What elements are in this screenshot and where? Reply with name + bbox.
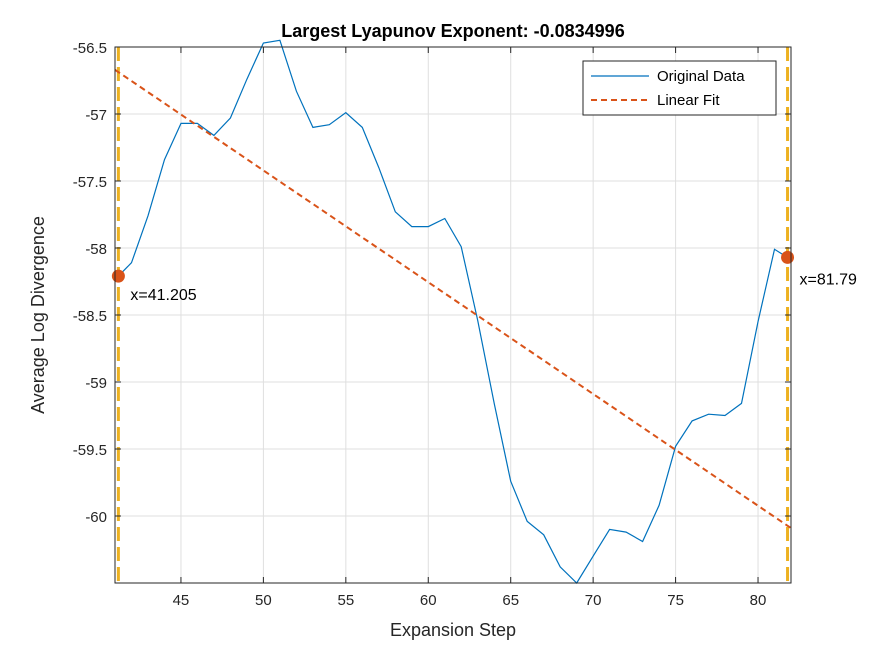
marker-point-left [111, 269, 125, 283]
legend-entry-original-data: Original Data [657, 68, 745, 85]
x-axis-label: Expansion Step [390, 620, 516, 640]
x-tick-label: 75 [667, 592, 684, 609]
legend-entry-linear-fit: Linear Fit [657, 92, 720, 109]
series-layer [114, 39, 792, 584]
ticks-layer: 45 50 55 60 65 70 75 80 -56.5 -57 -57.5 -58 -58.5 -59… [73, 40, 791, 609]
y-axis-label: Average Log Divergence [28, 216, 48, 414]
y-tick-label: -58.5 [73, 308, 107, 325]
y-tick-label: -58 [85, 241, 107, 258]
series-line-original-data [117, 39, 788, 584]
series-line-linear-fit [114, 68, 792, 529]
x-tick-label: 55 [337, 592, 354, 609]
y-tick-label: -57.5 [73, 174, 107, 191]
marker-point-right [781, 250, 795, 264]
legend-box [582, 60, 777, 116]
y-tick-label: -60 [85, 509, 107, 526]
x-tick-label: 80 [750, 592, 767, 609]
y-tick-label: -56.5 [73, 40, 107, 57]
legend: Original Data Linear Fit [582, 60, 777, 116]
x-tick-label: 70 [585, 592, 602, 609]
x-tick-label: 45 [173, 592, 190, 609]
x-tick-label: 60 [420, 592, 437, 609]
y-tick-label: -59.5 [73, 442, 107, 459]
x-tick-label: 65 [502, 592, 519, 609]
x-tick-label: 50 [255, 592, 272, 609]
y-tick-label: -57 [85, 107, 107, 124]
chart-title: Largest Lyapunov Exponent: -0.0834996 [281, 21, 624, 41]
y-tick-label: -59 [85, 375, 107, 392]
marker-label-right: x=81.79 [800, 271, 857, 288]
marker-label-left: x=41.205 [130, 287, 196, 304]
